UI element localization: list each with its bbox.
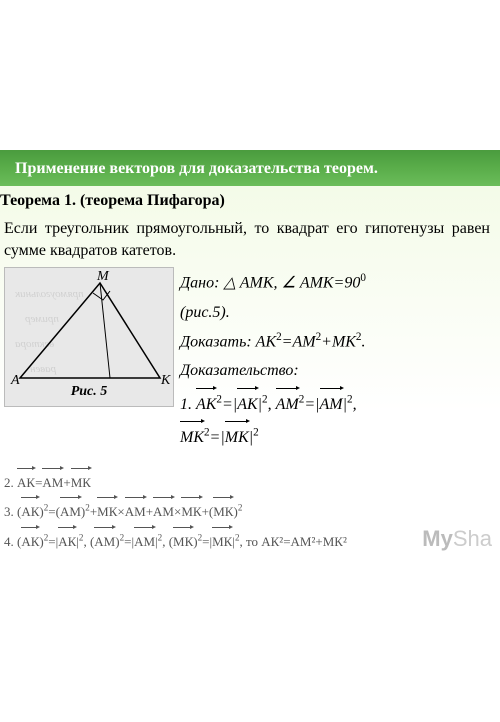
step-num: 3. <box>4 504 17 519</box>
watermark-bold: My <box>422 526 453 551</box>
figure-box: прямоугольник пример вектора равен A M K… <box>4 267 174 407</box>
vertex-k: K <box>160 373 171 388</box>
theorem-statement: Если треугольник прямоугольный, то квадр… <box>0 214 494 267</box>
page: Применение векторов для доказательства т… <box>0 0 500 722</box>
theorem-label: Теорема 1. (теорема Пифагора) <box>0 186 494 214</box>
figure-caption: Рис. 5 <box>71 384 108 400</box>
prove-label: Доказать: <box>180 333 252 350</box>
lower-proof: 2. АК=АМ+МК 3. (АК)2=(АМ)2+МК×АМ+АМ×МК+(… <box>0 453 494 553</box>
slide-title: Применение векторов для доказательства т… <box>15 160 485 178</box>
step-num: 2. <box>4 475 17 490</box>
content-row: прямоугольник пример вектора равен A M K… <box>0 267 494 453</box>
slide-body: Теорема 1. (теорема Пифагора) Если треуг… <box>0 186 500 561</box>
given-text: △ АМК, ∠ АМК=90 <box>223 275 360 292</box>
vertex-a: A <box>10 373 20 388</box>
proof-step-1: 1. АК2=|АК|2, АМ2=|АМ|2, <box>180 387 366 418</box>
math-block: Дано: △ АМК, ∠ АМК=900 (рис.5). Доказать… <box>180 267 366 453</box>
proof-step-3: 3. (АК)2=(АМ)2+МК×АМ+АМ×МК+(МК)2 <box>4 496 490 523</box>
proof-step-1b: МК2=|МК|2 <box>180 420 366 451</box>
vertex-m: M <box>96 269 110 284</box>
degree: 0 <box>360 272 366 284</box>
given-line: Дано: △ АМК, ∠ АМК=900 <box>180 269 366 297</box>
watermark-light: Sha <box>453 526 492 551</box>
step4-tail: , то АК²=АМ²+МК² <box>239 534 346 549</box>
proof-step-4: 4. (АК)2=|АК|2, (АМ)2=|АМ|2, (МК)2=|МК|2… <box>4 526 490 553</box>
step-num: 1. <box>180 396 196 413</box>
given-label: Дано: <box>180 275 219 292</box>
watermark: MySha <box>422 526 492 552</box>
slide-title-band: Применение векторов для доказательства т… <box>0 150 500 186</box>
proof-step-2: 2. АК=АМ+МК <box>4 467 490 494</box>
given-ref: (рис.5). <box>180 299 366 326</box>
prove-line: Доказать: АК2=АМ2+МК2. <box>180 328 366 356</box>
step-num: 4. <box>4 534 17 549</box>
top-margin <box>0 0 500 150</box>
proof-label: Доказательство: <box>180 357 366 384</box>
